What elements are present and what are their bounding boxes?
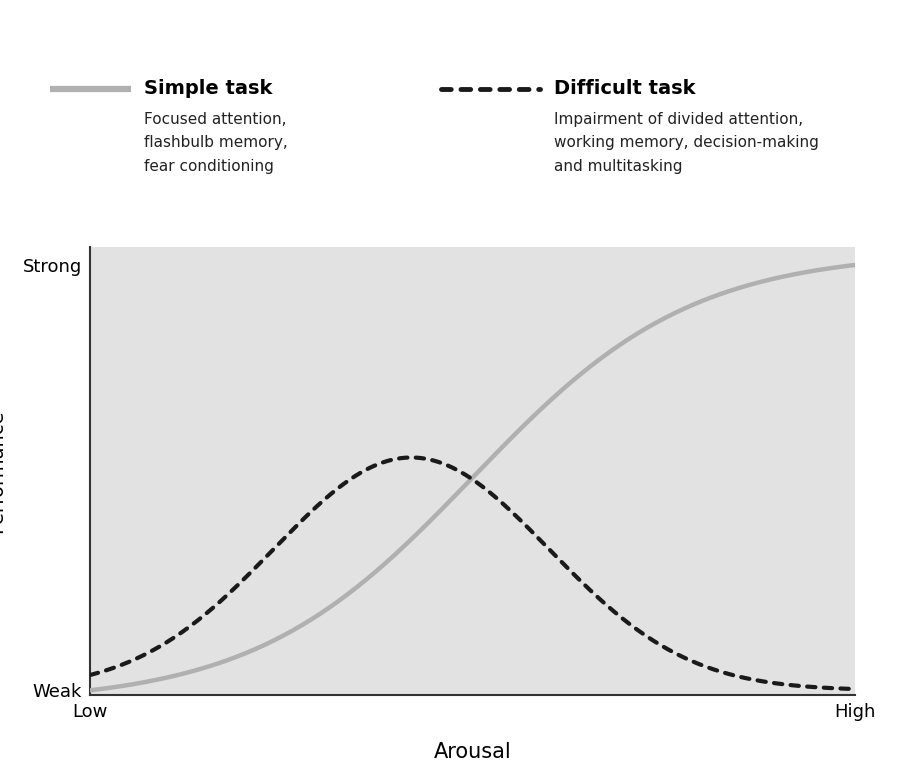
- Text: Focused attention,
flashbulb memory,
fear conditioning: Focused attention, flashbulb memory, fea…: [144, 112, 288, 174]
- Y-axis label: Performance: Performance: [0, 409, 5, 533]
- X-axis label: Arousal: Arousal: [434, 742, 511, 762]
- Text: Simple task: Simple task: [144, 80, 273, 98]
- Text: Impairment of divided attention,
working memory, decision-making
and multitaskin: Impairment of divided attention, working…: [554, 112, 818, 174]
- Text: Difficult task: Difficult task: [554, 80, 695, 98]
